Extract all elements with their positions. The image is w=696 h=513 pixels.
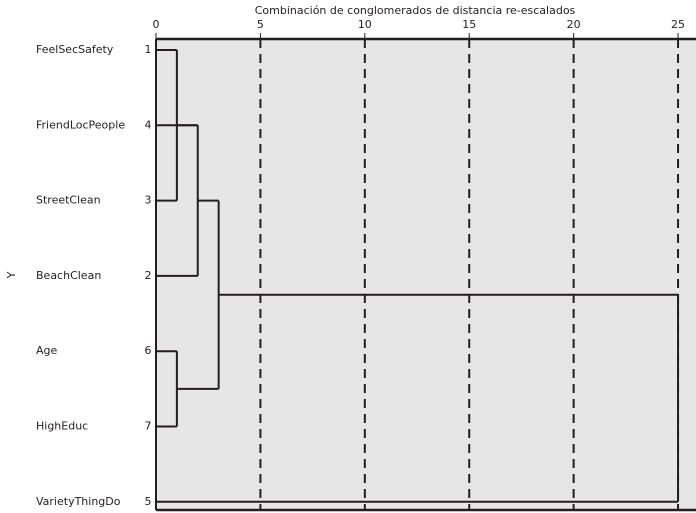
- leaf-label: HighEduc: [36, 420, 88, 433]
- x-tick-label: 25: [671, 18, 685, 31]
- x-tick-label: 0: [153, 18, 160, 31]
- case-number: 4: [145, 118, 152, 131]
- case-number: 2: [145, 269, 152, 282]
- plot-background: [156, 39, 696, 510]
- leaf-label: StreetClean: [36, 194, 101, 207]
- x-tick-label: 10: [358, 18, 372, 31]
- x-tick-label: 20: [567, 18, 581, 31]
- x-axis-title: Combinación de conglomerados de distanci…: [255, 4, 576, 17]
- x-tick-label: 5: [257, 18, 264, 31]
- case-number: 6: [145, 344, 152, 357]
- y-axis-title: Y: [5, 271, 18, 279]
- x-tick-label: 15: [462, 18, 476, 31]
- case-number: 3: [145, 194, 152, 207]
- leaf-label: BeachClean: [36, 269, 101, 282]
- leaf-label: VarietyThingDo: [36, 495, 121, 508]
- leaf-label: Age: [36, 344, 58, 357]
- case-number: 1: [145, 43, 152, 56]
- leaf-label: FeelSecSafety: [36, 43, 114, 56]
- case-number: 5: [145, 495, 152, 508]
- leaf-label: FriendLocPeople: [36, 118, 125, 131]
- case-number: 7: [145, 420, 152, 433]
